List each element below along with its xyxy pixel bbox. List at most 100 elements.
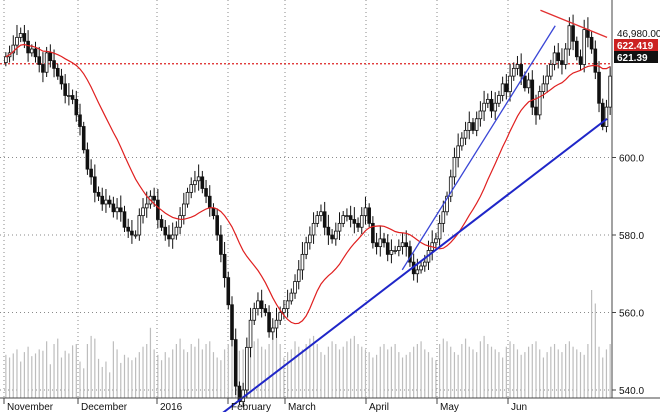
volume-bar xyxy=(242,349,244,398)
volume-bar xyxy=(368,352,370,398)
candle xyxy=(233,328,238,396)
candle-body xyxy=(233,339,238,387)
candle xyxy=(111,196,116,218)
candle-body xyxy=(541,83,546,93)
candle xyxy=(133,230,138,239)
volume-bar xyxy=(283,357,285,398)
candle xyxy=(70,89,75,105)
candle xyxy=(404,230,409,257)
candle xyxy=(96,186,101,202)
candle-body xyxy=(196,176,201,182)
candle xyxy=(367,203,371,228)
candle-body xyxy=(326,226,331,236)
candle-body xyxy=(81,126,86,151)
candle-body xyxy=(530,79,535,108)
candle xyxy=(378,226,383,257)
volume-bar xyxy=(38,349,40,398)
volume-bar xyxy=(568,341,570,398)
candle-body xyxy=(107,199,112,205)
candle xyxy=(126,218,130,238)
candle xyxy=(486,93,490,109)
x-tick-label: 2016 xyxy=(160,402,183,412)
candle-body xyxy=(178,215,182,228)
candle xyxy=(574,36,579,61)
candle xyxy=(215,208,219,241)
candle xyxy=(55,63,60,80)
volume-bar xyxy=(209,341,211,398)
candle xyxy=(263,303,268,317)
volume-bar xyxy=(275,333,278,398)
candle-body xyxy=(586,29,590,38)
volume-bar xyxy=(53,344,55,398)
candle xyxy=(248,307,253,358)
volume-bar xyxy=(553,344,556,398)
candle xyxy=(497,90,501,107)
candle xyxy=(304,236,308,260)
candle xyxy=(348,205,353,228)
volume-bar xyxy=(34,353,37,398)
candle-body xyxy=(571,25,575,42)
candle-body xyxy=(274,319,279,329)
candle-body xyxy=(578,56,583,65)
candle-body xyxy=(593,48,598,73)
candle-body xyxy=(182,203,186,217)
volume-bar xyxy=(598,346,600,398)
volume-bar xyxy=(264,349,266,398)
volume-bar xyxy=(591,290,593,398)
volume-bar xyxy=(160,360,163,398)
volume-bar xyxy=(387,349,389,398)
candle xyxy=(467,111,472,140)
candle-body xyxy=(393,250,397,252)
candle xyxy=(196,164,201,191)
candle-body xyxy=(448,176,453,197)
price-flag-label: 46,980.00 xyxy=(617,29,660,40)
volume-bar xyxy=(453,352,456,398)
volume-bar xyxy=(609,344,611,398)
candle-body xyxy=(78,114,82,127)
volume-bar xyxy=(168,357,170,398)
candle xyxy=(549,59,553,80)
volume-bar xyxy=(398,352,400,398)
candle xyxy=(311,212,316,244)
candle xyxy=(371,216,375,249)
y-tick-label: 600.0 xyxy=(619,154,644,165)
volume-bars xyxy=(5,290,611,398)
candle-body xyxy=(519,64,523,77)
candle xyxy=(452,147,457,185)
candle xyxy=(48,44,53,68)
candle xyxy=(571,14,575,51)
volume-bar xyxy=(201,349,203,398)
candle xyxy=(589,31,594,54)
candle xyxy=(337,212,342,241)
volume-bar xyxy=(149,327,152,398)
volume-bar xyxy=(75,344,77,398)
candle xyxy=(560,48,564,75)
volume-bar xyxy=(587,344,589,398)
candle-body xyxy=(170,234,175,240)
volume-bar xyxy=(64,350,66,398)
candle-body xyxy=(282,308,286,313)
candle-body xyxy=(70,95,75,100)
volume-bar xyxy=(127,357,129,398)
candle xyxy=(537,85,542,120)
candle-body xyxy=(156,199,160,220)
candle xyxy=(552,45,557,71)
volume-bar xyxy=(298,346,300,398)
candle xyxy=(15,24,19,56)
candle xyxy=(389,239,394,264)
candle-body xyxy=(267,312,271,333)
candle-body xyxy=(445,195,449,213)
volume-bar xyxy=(572,346,574,398)
y-axis: 540.0 560.0 580.0 600.0 xyxy=(612,154,644,397)
price-flag: 622.419 xyxy=(614,39,658,52)
candle-body xyxy=(378,238,383,248)
volume-bar xyxy=(576,349,578,398)
volume-bar xyxy=(16,349,18,398)
candle xyxy=(189,177,194,199)
volume-bar xyxy=(90,335,92,398)
candle xyxy=(563,43,568,70)
candle-body xyxy=(523,75,527,89)
candle-body xyxy=(263,308,268,313)
volume-bar xyxy=(546,352,548,398)
